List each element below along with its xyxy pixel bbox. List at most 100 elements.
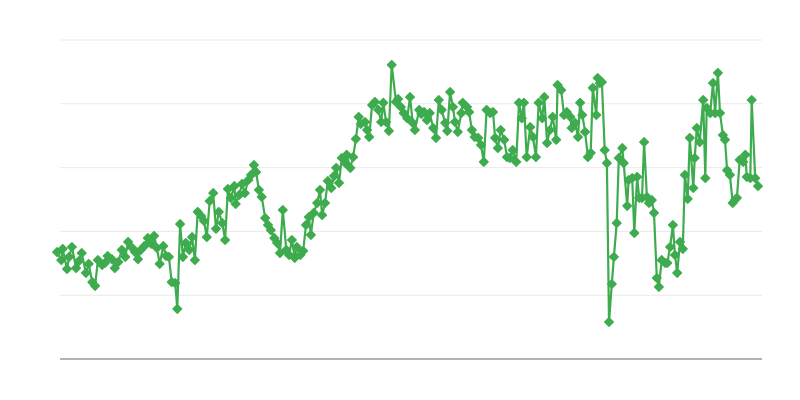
data-point-marker — [646, 195, 657, 206]
data-point-marker — [265, 225, 276, 236]
data-point-marker — [298, 245, 309, 256]
data-point-marker — [684, 132, 695, 143]
data-point-marker — [688, 183, 699, 193]
data-point-marker — [575, 97, 586, 108]
data-point-marker — [187, 232, 198, 243]
data-point-marker — [431, 132, 441, 143]
data-point-marker — [56, 255, 67, 266]
data-point-marker — [649, 207, 659, 218]
data-point-marker — [495, 125, 506, 135]
data-point-marker — [237, 178, 247, 189]
data-point-marker — [334, 177, 344, 188]
data-point-marker — [565, 111, 576, 122]
data-point-marker — [613, 153, 624, 163]
data-point-marker — [665, 242, 676, 252]
data-point-marker — [180, 237, 191, 248]
data-point-marker — [175, 219, 186, 230]
data-point-marker — [651, 273, 662, 283]
data-point-marker — [712, 67, 723, 78]
data-point-marker — [66, 242, 77, 252]
data-point-marker — [653, 281, 664, 292]
data-point-marker — [450, 117, 460, 127]
data-point-marker — [409, 125, 420, 135]
data-point-marker — [113, 257, 124, 267]
data-point-marker — [442, 125, 453, 136]
data-point-marker — [516, 113, 527, 124]
data-point-marker — [184, 244, 195, 255]
data-point-marker — [490, 132, 501, 143]
data-point-marker — [551, 134, 562, 145]
data-point-marker — [639, 137, 650, 148]
data-point-marker — [556, 85, 567, 96]
data-point-marker — [715, 108, 725, 119]
data-point-marker — [286, 235, 297, 245]
data-point-marker — [146, 238, 157, 249]
data-point-marker — [731, 192, 742, 203]
data-point-marker — [177, 251, 188, 262]
data-point-marker — [580, 126, 591, 137]
data-point-marker — [83, 258, 94, 269]
data-point-marker — [507, 145, 518, 156]
data-point-marker — [251, 167, 262, 178]
data-point-marker — [667, 220, 678, 230]
data-point-marker — [201, 232, 212, 243]
data-point-marker — [499, 134, 510, 145]
data-point-marker — [116, 244, 127, 255]
data-point-marker — [260, 213, 271, 223]
data-point-marker — [587, 82, 598, 93]
data-point-marker — [199, 215, 209, 226]
data-point-marker — [402, 113, 413, 124]
data-point-marker — [466, 125, 477, 135]
data-point-marker — [348, 152, 359, 163]
data-point-marker — [570, 117, 581, 128]
data-point-marker — [677, 243, 688, 254]
data-point-marker — [511, 156, 522, 167]
data-point-marker — [308, 207, 319, 218]
data-point-marker — [364, 132, 375, 142]
data-point-marker — [386, 59, 397, 70]
data-point-marker — [488, 107, 498, 118]
data-point-marker — [670, 250, 680, 260]
data-point-marker — [424, 108, 435, 119]
data-point-marker — [528, 132, 538, 142]
data-point-marker — [617, 143, 628, 154]
data-point-marker — [618, 158, 629, 169]
data-point-marker — [154, 258, 165, 269]
data-point-marker — [76, 248, 87, 259]
data-point-marker — [577, 110, 588, 120]
data-point-marker — [57, 243, 68, 254]
data-point-marker — [204, 196, 215, 207]
data-point-marker — [99, 258, 110, 268]
data-point-marker — [350, 133, 361, 144]
data-point-marker — [724, 169, 735, 180]
data-point-marker — [585, 147, 596, 158]
data-point-marker — [317, 210, 328, 221]
data-point-marker — [109, 263, 120, 274]
data-point-marker — [662, 258, 673, 268]
data-point-marker — [632, 171, 643, 182]
data-point-marker — [720, 134, 730, 145]
data-point-marker — [120, 251, 131, 262]
data-point-marker — [464, 107, 475, 118]
data-point-marker — [369, 96, 380, 107]
data-point-marker — [573, 132, 583, 142]
data-point-marker — [525, 122, 536, 133]
data-point-marker — [606, 279, 617, 289]
data-point-marker — [305, 229, 316, 240]
data-point-marker — [456, 108, 467, 119]
data-point-marker — [452, 126, 463, 137]
data-point-marker — [601, 158, 612, 169]
data-point-marker — [478, 156, 489, 167]
data-point-marker — [611, 218, 622, 229]
data-point-marker — [608, 251, 619, 262]
data-point-marker — [433, 95, 444, 105]
data-point-marker — [599, 145, 610, 156]
data-point-marker — [329, 170, 340, 181]
data-point-marker — [447, 102, 458, 112]
data-point-marker — [62, 264, 72, 274]
data-point-marker — [753, 181, 763, 192]
data-point-marker — [340, 158, 351, 169]
data-point-marker — [547, 111, 558, 122]
data-point-marker — [220, 235, 231, 245]
data-point-marker — [521, 152, 532, 163]
